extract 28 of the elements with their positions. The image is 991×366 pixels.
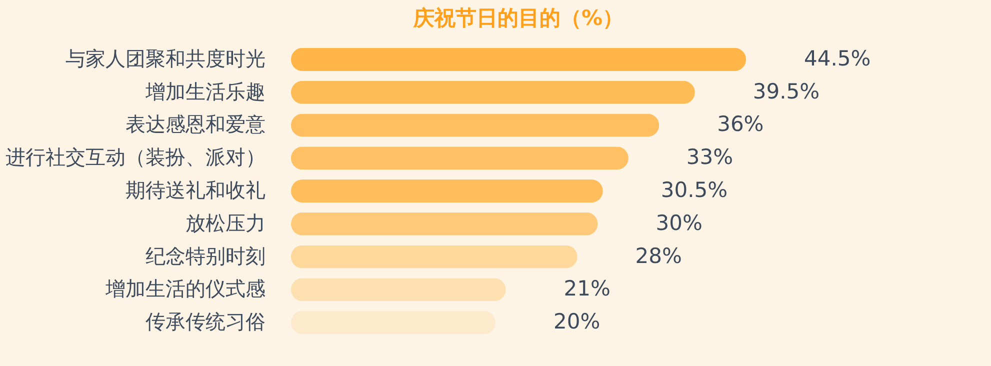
bar xyxy=(291,146,628,170)
bar xyxy=(291,245,578,268)
y-tick-label: 纪念特别时刻 xyxy=(146,244,266,268)
data-label: 28% xyxy=(635,244,682,268)
chart-title: 庆祝节日的目的（%） xyxy=(412,6,624,30)
y-tick-label: 表达感恩和爱意 xyxy=(126,112,266,136)
bar xyxy=(291,179,603,203)
data-label: 33% xyxy=(686,145,734,170)
bar xyxy=(291,311,496,334)
data-label: 30.5% xyxy=(660,178,728,202)
y-tick-label: 与家人团聚和共度时光 xyxy=(66,46,266,70)
y-tick-label: 进行社交互动（装扮、派对） xyxy=(6,145,266,170)
bar xyxy=(291,80,695,104)
data-label: 36% xyxy=(717,112,764,136)
y-tick-label: 期待送礼和收礼 xyxy=(126,178,266,202)
bar xyxy=(291,114,660,137)
bar xyxy=(291,48,746,71)
data-label: 20% xyxy=(553,310,600,334)
data-label: 39.5% xyxy=(752,79,820,104)
data-label: 30% xyxy=(656,210,702,235)
y-tick-label: 增加生活的仪式感 xyxy=(104,276,266,301)
y-tick-label: 增加生活乐趣 xyxy=(144,79,266,104)
y-tick-label: 传承传统习俗 xyxy=(146,310,266,334)
data-label: 21% xyxy=(564,276,610,301)
bar xyxy=(291,212,598,236)
bar xyxy=(291,278,506,302)
y-tick-label: 放松压力 xyxy=(186,210,266,235)
data-label: 44.5% xyxy=(804,46,871,70)
